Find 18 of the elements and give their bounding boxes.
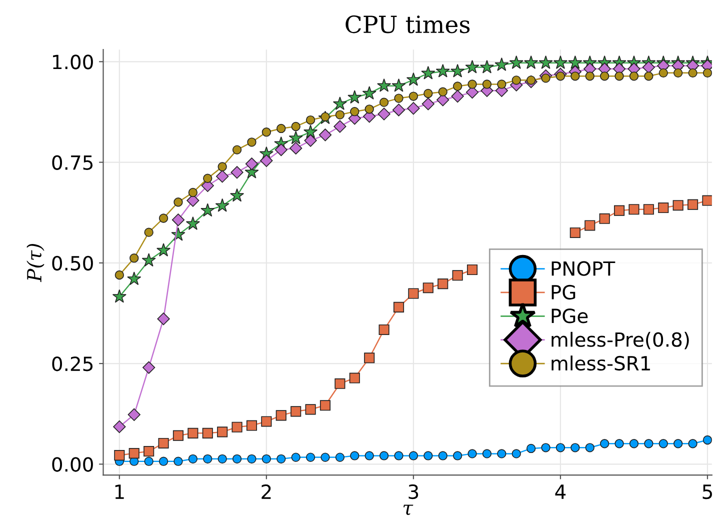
y-tick-label: 1.00 (53, 54, 93, 70)
legend-label: PG (552, 284, 576, 300)
x-tick-label: 3 (408, 484, 418, 500)
y-tick-label: 0.00 (52, 457, 93, 472)
x-tick-label: 1 (115, 484, 124, 499)
legend-label: PGe (552, 308, 588, 324)
y-tick-label: 0.75 (52, 155, 93, 170)
legend-label: mless-SR1 (552, 356, 650, 371)
x-tick-label: 4 (555, 484, 566, 499)
y-tick-label: 0.50 (52, 256, 93, 271)
x-tick-label: 5 (702, 484, 712, 500)
y-axis-title: P(τ) (26, 244, 44, 282)
x-tick-label: 2 (262, 484, 271, 499)
x-axis-title: τ (403, 504, 414, 515)
legend-label: mless-Pre(0.8) (552, 332, 689, 350)
chart-title: CPU times (346, 15, 470, 34)
legend-label: PNOPT (552, 261, 616, 276)
y-tick-label: 0.25 (52, 356, 93, 372)
